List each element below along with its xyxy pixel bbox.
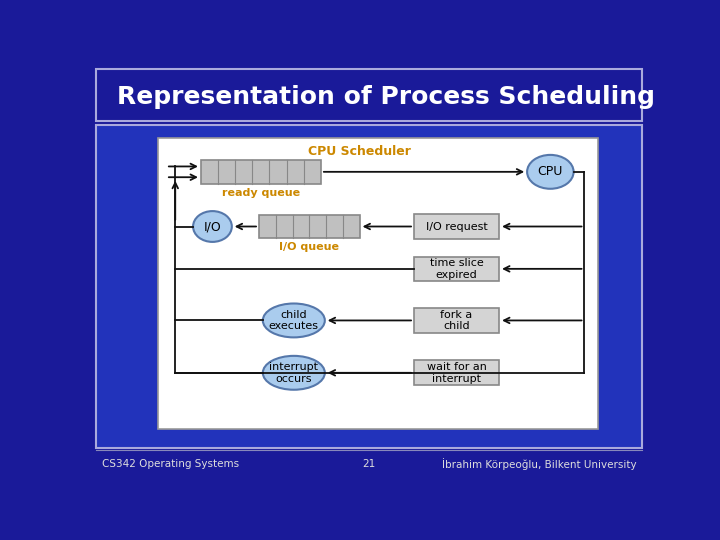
Text: İbrahim Körpeoğlu, Bilkent University: İbrahim Körpeoğlu, Bilkent University — [442, 458, 636, 470]
Text: time slice
expired: time slice expired — [430, 258, 483, 280]
Text: ready queue: ready queue — [222, 187, 300, 198]
FancyBboxPatch shape — [158, 138, 598, 429]
Ellipse shape — [193, 211, 232, 242]
Text: child
executes: child executes — [269, 309, 319, 331]
FancyBboxPatch shape — [96, 69, 642, 121]
Text: interrupt
occurs: interrupt occurs — [269, 362, 318, 383]
FancyBboxPatch shape — [414, 214, 499, 239]
Text: I/O: I/O — [204, 220, 221, 233]
Text: Representation of Process Scheduling: Representation of Process Scheduling — [117, 85, 655, 109]
Ellipse shape — [527, 155, 574, 189]
FancyBboxPatch shape — [414, 256, 499, 281]
Ellipse shape — [263, 356, 325, 390]
Ellipse shape — [263, 303, 325, 338]
Text: 21: 21 — [362, 458, 376, 469]
FancyBboxPatch shape — [96, 125, 642, 448]
FancyBboxPatch shape — [414, 308, 499, 333]
Text: fork a
child: fork a child — [441, 309, 473, 331]
Text: wait for an
interrupt: wait for an interrupt — [427, 362, 487, 383]
Text: CPU: CPU — [538, 165, 563, 178]
FancyBboxPatch shape — [259, 215, 360, 238]
Text: I/O queue: I/O queue — [279, 241, 339, 252]
Text: I/O request: I/O request — [426, 221, 487, 232]
Text: CPU Scheduler: CPU Scheduler — [308, 145, 411, 158]
Text: CS342 Operating Systems: CS342 Operating Systems — [102, 458, 239, 469]
FancyBboxPatch shape — [414, 361, 499, 385]
FancyBboxPatch shape — [201, 159, 321, 184]
